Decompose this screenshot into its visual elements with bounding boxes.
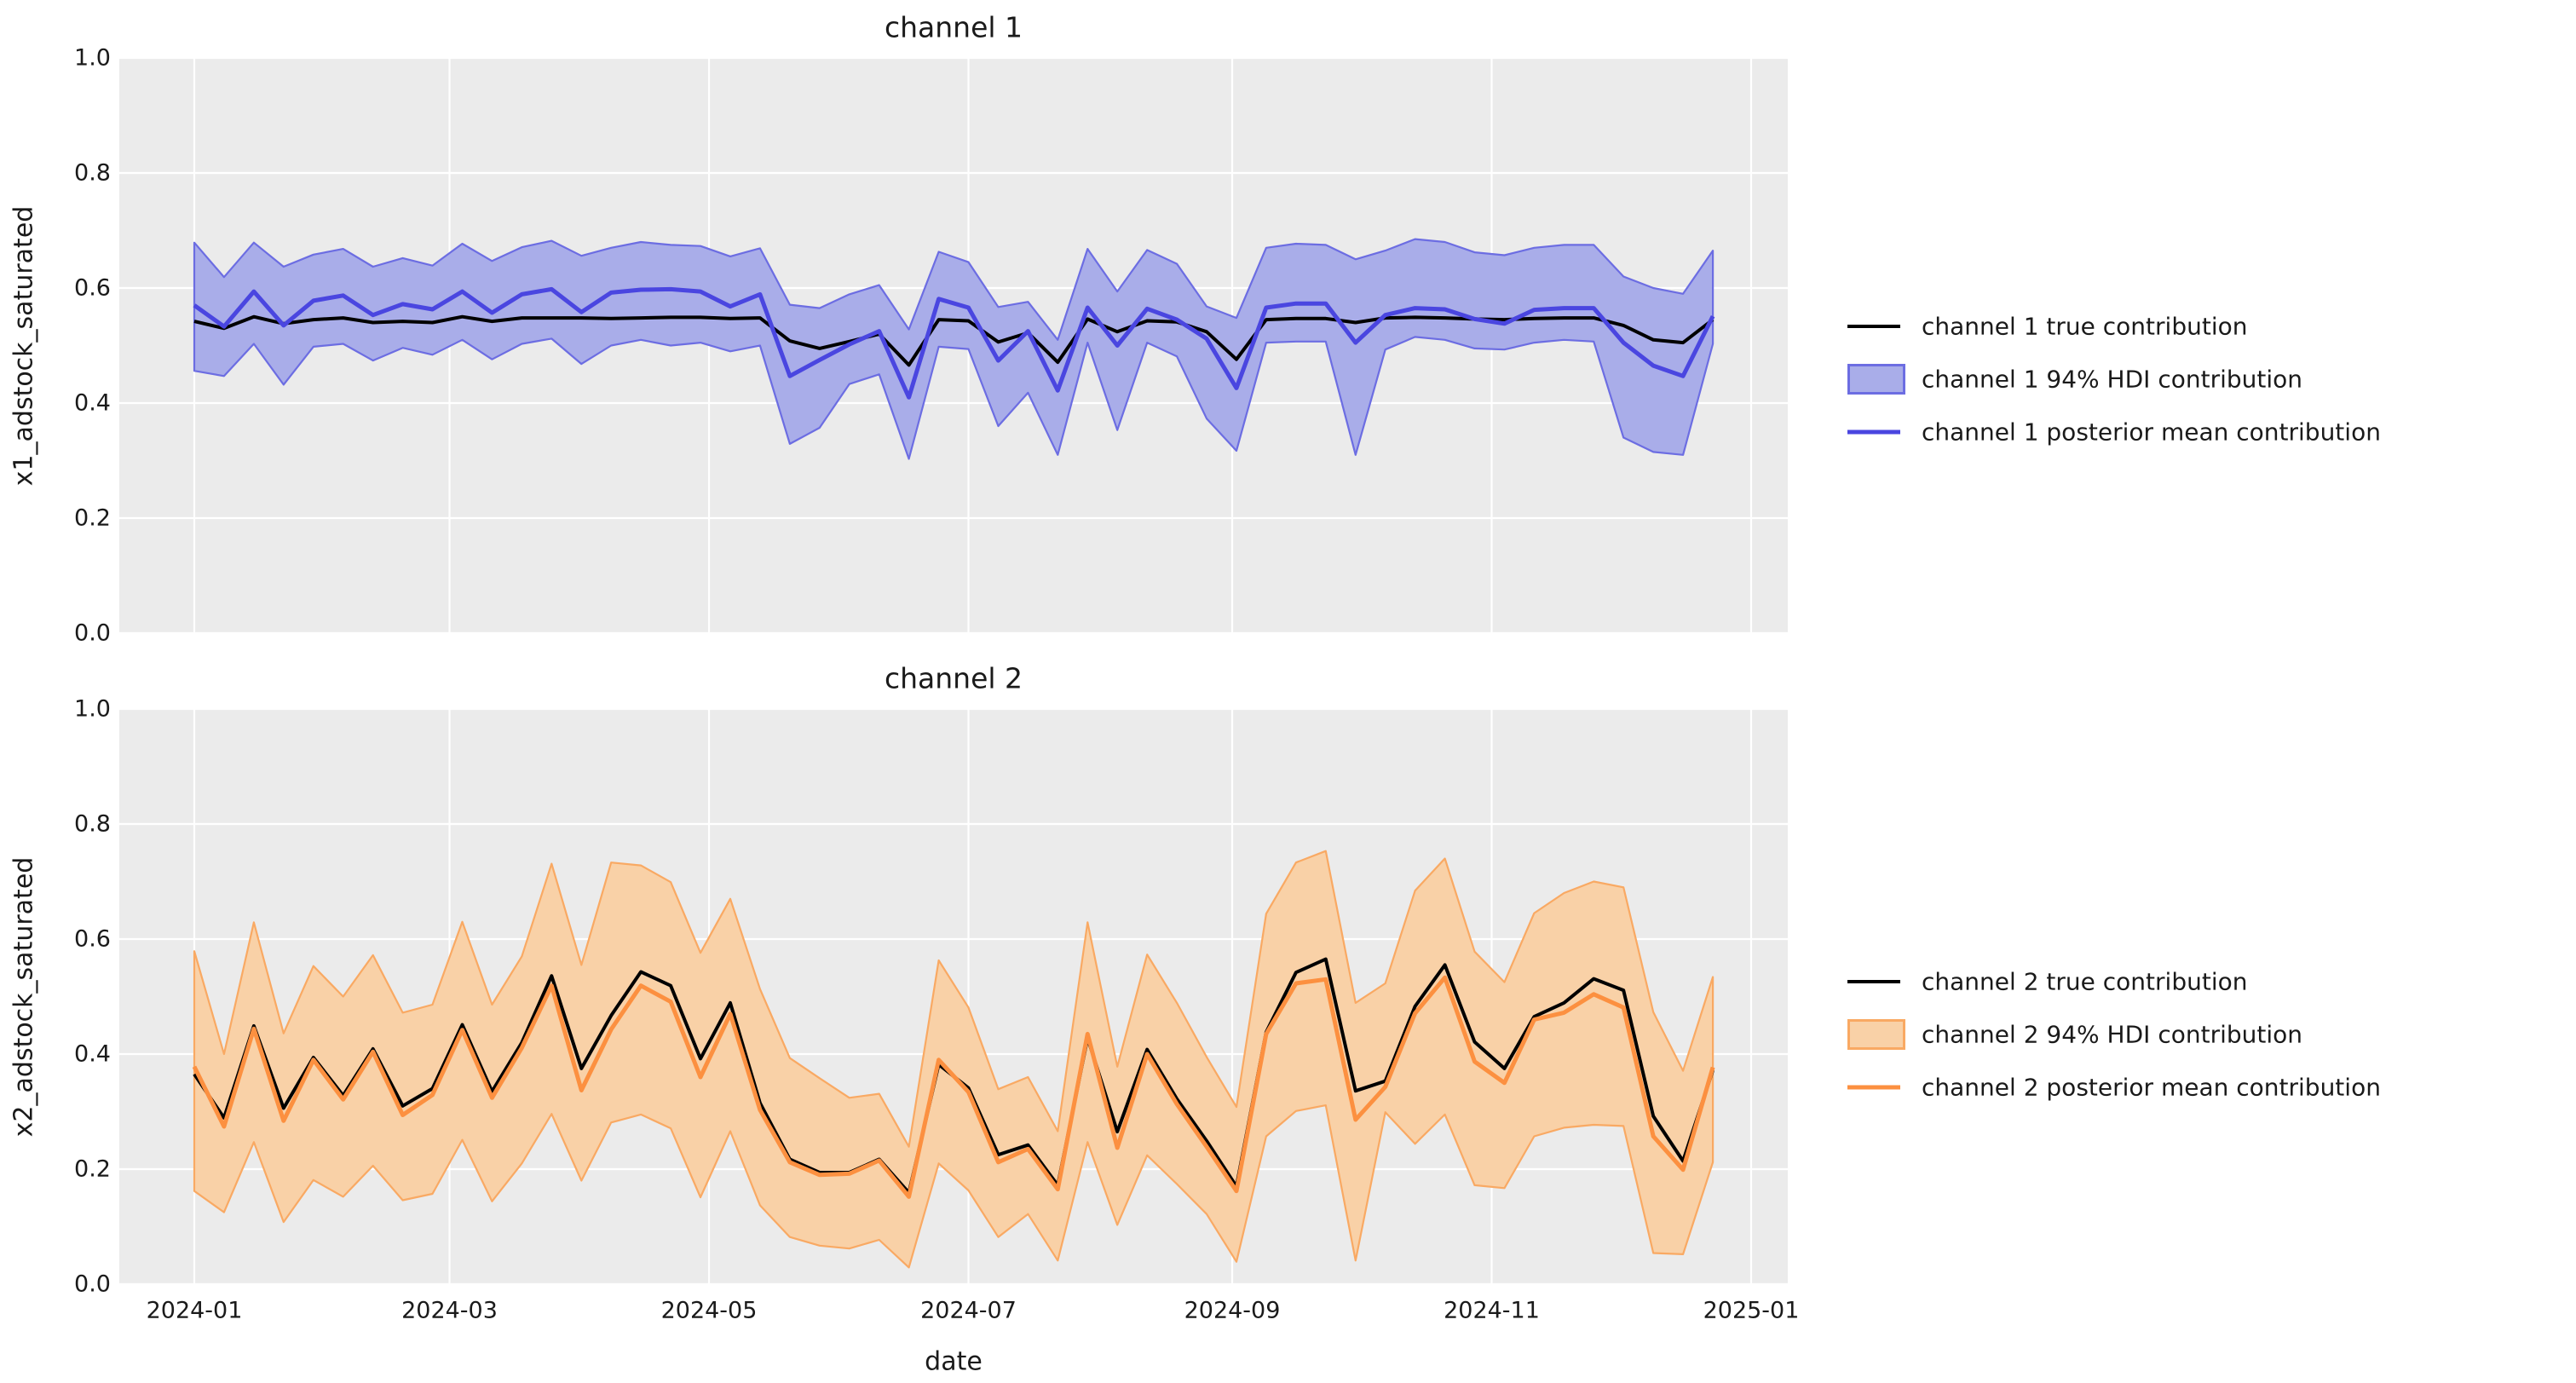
ch1-legend-label: channel 1 true contribution: [1922, 312, 2248, 341]
xtick-label: 2025-01: [1703, 1297, 1800, 1324]
ch1-y-axis-label: x1_adstock_saturated: [9, 205, 39, 486]
ch1-ytick-label: 0.2: [74, 504, 111, 532]
ch1-ytick-label: 0.0: [74, 619, 111, 647]
ch1-title: channel 1: [884, 10, 1023, 44]
ch2-ytick-label: 0.2: [74, 1155, 111, 1183]
xtick-label: 2024-09: [1184, 1297, 1281, 1324]
ch2-y-axis-label: x2_adstock_saturated: [9, 856, 39, 1137]
xtick-label: 2024-01: [146, 1297, 243, 1324]
x-axis-label: date: [925, 1346, 983, 1377]
ch2-legend-label: channel 2 posterior mean contribution: [1922, 1073, 2381, 1102]
xtick-label: 2024-07: [920, 1297, 1017, 1324]
ch1-legend-mean-line-icon: [1847, 429, 1900, 435]
ch1-legend-label: channel 1 posterior mean contribution: [1922, 418, 2381, 447]
ch2-hdi-band: [193, 850, 1714, 1269]
ch2-legend-true-line-icon: [1847, 980, 1900, 983]
ch2-legend-mean-line-icon: [1847, 1085, 1900, 1090]
ch2-legend-hdi-patch-icon: [1847, 1019, 1905, 1050]
ch2-ytick-label: 0.0: [74, 1271, 111, 1298]
ch1-ytick-label: 0.8: [74, 159, 111, 187]
ch1-legend-hdi-patch-icon: [1847, 364, 1905, 395]
ch2-title: channel 2: [884, 661, 1023, 695]
ch1-ytick-label: 0.6: [74, 274, 111, 302]
ch1-legend-label: channel 1 94% HDI contribution: [1922, 365, 2303, 394]
xtick-label: 2024-03: [401, 1297, 498, 1324]
ch2-posterior-mean-line: [192, 975, 1715, 1199]
ch1-ytick-label: 1.0: [74, 44, 111, 72]
ch2-ytick-label: 0.4: [74, 1040, 111, 1068]
ch1-hdi-band: [193, 238, 1714, 460]
xtick-label: 2024-05: [660, 1297, 758, 1324]
ch2-ytick-label: 0.8: [74, 810, 111, 838]
ch2-ytick-label: 0.6: [74, 925, 111, 953]
ch1-true-line: [193, 314, 1714, 367]
ch1-ytick-label: 0.4: [74, 389, 111, 417]
ch2-legend-label: channel 2 94% HDI contribution: [1922, 1020, 2303, 1049]
ch1-posterior-mean-line: [193, 286, 1715, 400]
ch2-legend-label: channel 2 true contribution: [1922, 967, 2248, 996]
ch2-ytick-label: 1.0: [74, 695, 111, 723]
xtick-label: 2024-11: [1444, 1297, 1540, 1324]
ch1-legend-true-line-icon: [1847, 325, 1900, 328]
